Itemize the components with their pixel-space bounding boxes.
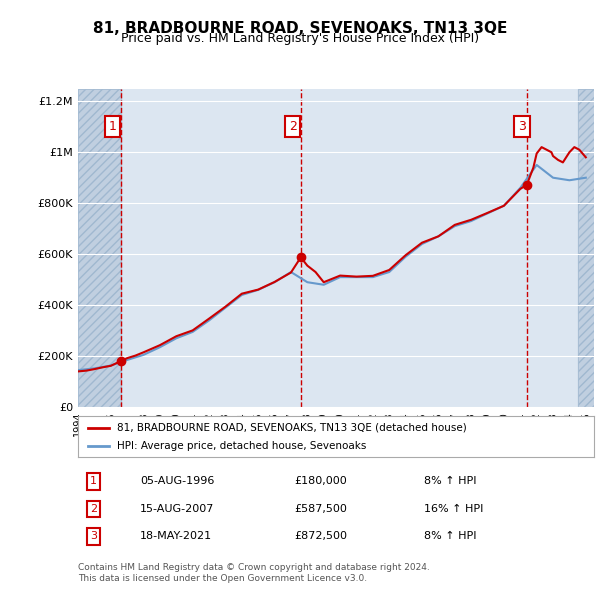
Text: 3: 3 — [90, 532, 97, 541]
Bar — [78, 88, 121, 407]
Text: 8% ↑ HPI: 8% ↑ HPI — [424, 532, 476, 541]
Bar — [578, 88, 594, 407]
Text: Price paid vs. HM Land Registry's House Price Index (HPI): Price paid vs. HM Land Registry's House … — [121, 32, 479, 45]
Text: 16% ↑ HPI: 16% ↑ HPI — [424, 504, 483, 514]
Bar — [78, 88, 121, 407]
Text: 3: 3 — [518, 120, 526, 133]
Text: £180,000: £180,000 — [295, 477, 347, 486]
Text: 8% ↑ HPI: 8% ↑ HPI — [424, 477, 476, 486]
Text: £587,500: £587,500 — [295, 504, 347, 514]
Text: 05-AUG-1996: 05-AUG-1996 — [140, 477, 214, 486]
Text: 81, BRADBOURNE ROAD, SEVENOAKS, TN13 3QE (detached house): 81, BRADBOURNE ROAD, SEVENOAKS, TN13 3QE… — [116, 422, 466, 432]
Text: 81, BRADBOURNE ROAD, SEVENOAKS, TN13 3QE: 81, BRADBOURNE ROAD, SEVENOAKS, TN13 3QE — [93, 21, 507, 35]
Text: Contains HM Land Registry data © Crown copyright and database right 2024.
This d: Contains HM Land Registry data © Crown c… — [78, 563, 430, 583]
Text: 2: 2 — [90, 504, 97, 514]
Text: 1: 1 — [109, 120, 116, 133]
Bar — [578, 88, 594, 407]
Text: £872,500: £872,500 — [295, 532, 348, 541]
Text: 15-AUG-2007: 15-AUG-2007 — [140, 504, 214, 514]
Text: 1: 1 — [90, 477, 97, 486]
Text: 18-MAY-2021: 18-MAY-2021 — [140, 532, 212, 541]
Text: 2: 2 — [289, 120, 296, 133]
Text: HPI: Average price, detached house, Sevenoaks: HPI: Average price, detached house, Seve… — [116, 441, 366, 451]
